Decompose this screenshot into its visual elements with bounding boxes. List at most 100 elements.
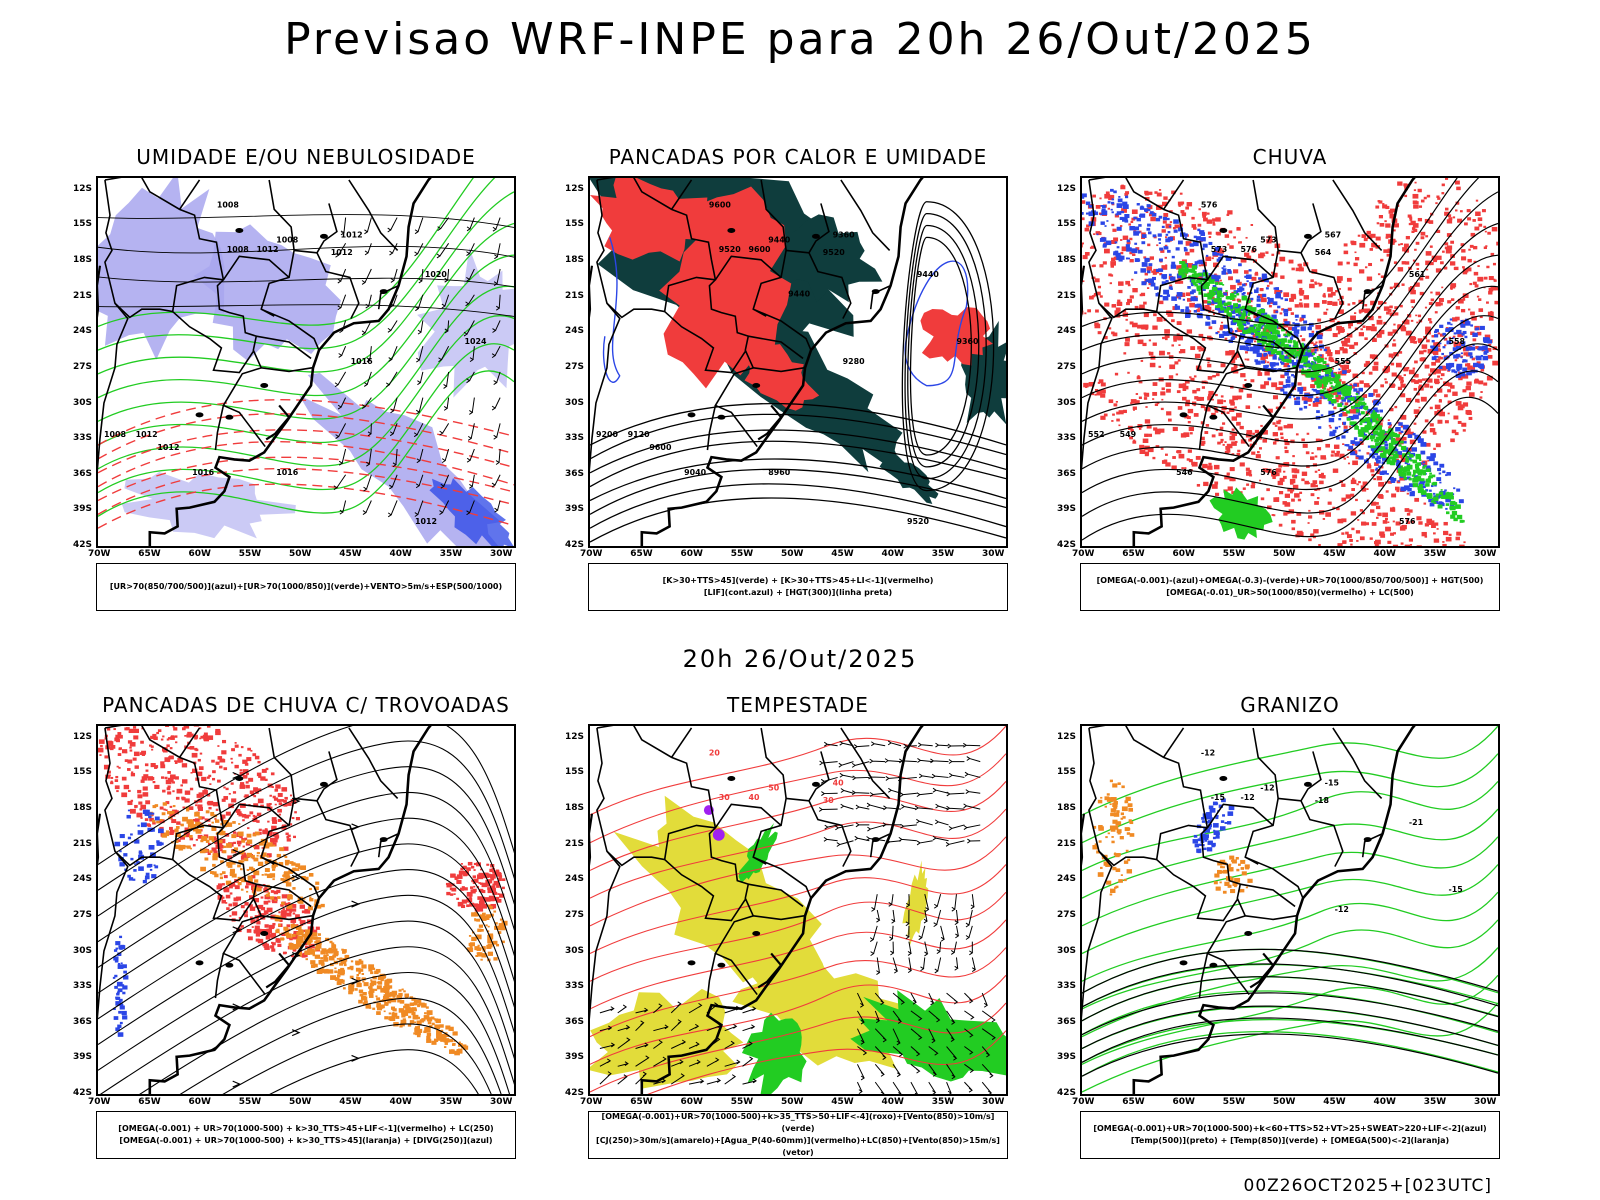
rain-area-blue (1375, 459, 1381, 464)
thunderstorm-area-red (271, 825, 277, 831)
rain-area-blue (1291, 382, 1297, 387)
rain-area-blue (1461, 343, 1466, 347)
rain-area-blue (1316, 334, 1323, 340)
rain-area-green (1346, 410, 1351, 414)
thunderstorm-area-red (196, 771, 203, 777)
rain-area-blue (1420, 442, 1427, 447)
rain-area-blue (1342, 421, 1347, 425)
rain-area-blue (1254, 345, 1260, 350)
rain-area-red (1342, 541, 1346, 544)
rain-area-green (1340, 396, 1345, 400)
rain-area-green (1197, 288, 1201, 291)
rain-area-red (1131, 278, 1134, 281)
rain-area-red (1485, 245, 1488, 248)
rain-area-red (1486, 375, 1493, 381)
rain-area-red (1204, 431, 1209, 435)
rain-area-red (1490, 252, 1495, 256)
rain-area-red (1123, 352, 1127, 355)
rain-area-red (1196, 396, 1202, 401)
thunderstorm-area-red (241, 876, 246, 880)
rain-area-blue (1217, 287, 1223, 292)
rain-area-red (1452, 335, 1456, 338)
rain-area-red (1400, 383, 1406, 388)
rain-area-red (1425, 260, 1431, 266)
rain-area-red (1473, 245, 1478, 250)
thunderstorm-area-red (240, 925, 244, 928)
rain-area-blue (1129, 225, 1135, 231)
rain-area-red (1178, 351, 1182, 354)
thunderstorm-area-red (213, 836, 217, 839)
rain-area-red (1348, 425, 1352, 428)
shower-area-orange (252, 891, 255, 894)
rain-area-red (1420, 231, 1426, 236)
rain-area-red (1450, 284, 1456, 289)
shower-area-orange (331, 942, 335, 945)
shower-area-orange (343, 963, 347, 967)
rain-area-blue (1348, 445, 1354, 450)
rain-area-red (1094, 389, 1099, 392)
rain-area-blue (1134, 271, 1138, 274)
thunderstorm-area-red (258, 831, 262, 835)
rain-area-red (1303, 303, 1310, 308)
rain-area-red (1431, 335, 1435, 338)
rain-area-red (1357, 234, 1361, 237)
thunderstorm-area-red (294, 811, 297, 814)
rain-area-red (1180, 349, 1186, 354)
rain-area-blue (1242, 291, 1246, 295)
thunderstorm-area-red (473, 878, 479, 883)
shower-area-orange (284, 859, 290, 864)
rain-area-green (1239, 316, 1244, 320)
rain-area-red (1414, 181, 1417, 184)
legend-box-pancadas-calor: [K>30+TTS>45](verde) + [K>30+TTS>45+LI<-… (588, 563, 1008, 611)
rain-area-red (1413, 189, 1417, 192)
wind-vector (438, 345, 450, 363)
shower-area-orange (220, 830, 226, 836)
thunderstorm-area-red (231, 798, 237, 803)
rain-area-blue (1433, 461, 1439, 466)
thunderstorm-area-red (214, 841, 218, 845)
rain-area-red (1350, 511, 1357, 516)
rain-area-green (1388, 447, 1394, 451)
shower-area-orange (190, 824, 196, 829)
rain-area-blue (1397, 451, 1403, 455)
rain-area-red (1094, 323, 1101, 329)
rain-area-blue (1159, 269, 1164, 272)
rain-area-red (1115, 307, 1121, 312)
rain-area-green (1429, 472, 1432, 475)
rain-area-red (1387, 308, 1392, 312)
thickness-contour-red (98, 413, 514, 460)
wind-vector (494, 500, 501, 513)
thunderstorm-area-red (311, 929, 318, 935)
rain-area-red (1240, 439, 1247, 444)
rain-area-green (1412, 459, 1418, 464)
thunderstorm-area-red (286, 924, 291, 928)
coastline-west (590, 265, 594, 318)
rain-area-red (1351, 527, 1355, 531)
rain-area-red (1466, 381, 1472, 386)
rain-area-red (1404, 194, 1408, 198)
rain-area-red (1154, 403, 1159, 407)
rain-area-blue (1433, 492, 1436, 495)
thunderstorm-area-red (252, 818, 258, 823)
rain-area-green (1421, 478, 1425, 482)
rain-area-blue (1162, 276, 1167, 280)
rain-area-red (1330, 359, 1335, 363)
rain-area-red (1388, 481, 1392, 484)
rain-area-red (1323, 457, 1327, 460)
rain-area-red (1435, 268, 1442, 273)
rain-area-red (1372, 338, 1377, 343)
rain-area-red (1496, 241, 1498, 246)
wind-vector (337, 397, 347, 410)
contour-label: 1008 (217, 201, 240, 210)
rain-area-green (1247, 313, 1251, 316)
rain-area-blue (1313, 351, 1317, 354)
rain-area-red (1259, 252, 1265, 257)
shower-area-orange (409, 996, 414, 1000)
rain-area-red (1257, 372, 1263, 376)
rain-area-blue (1294, 314, 1299, 318)
thunderstorm-area-red (242, 774, 248, 779)
rain-area-red (1191, 216, 1195, 220)
rain-area-red (1205, 407, 1211, 412)
thunderstorm-area-red (466, 867, 471, 871)
rain-area-red (1374, 539, 1381, 545)
